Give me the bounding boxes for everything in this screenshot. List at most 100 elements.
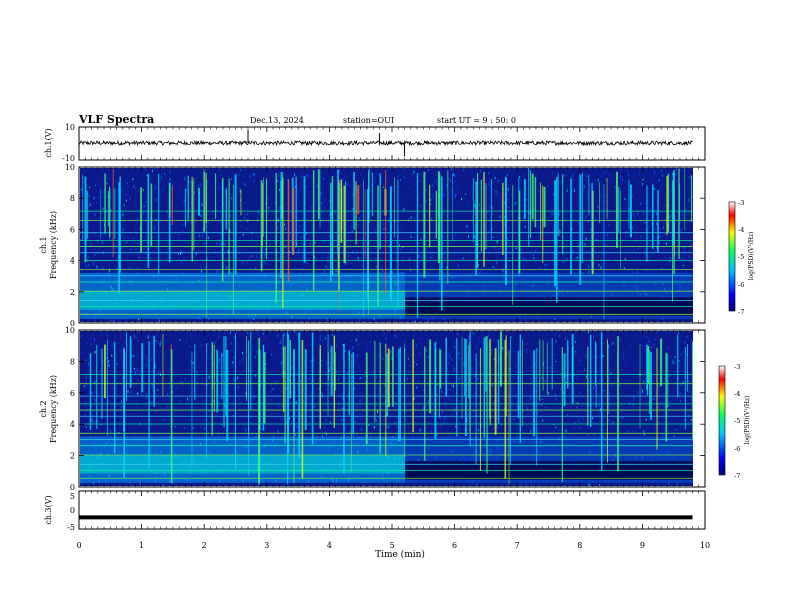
spectrogram-cell [267, 399, 269, 402]
spectrogram-cell [220, 233, 222, 236]
spectrogram-cell [630, 344, 632, 347]
ch1-spectrogram-ylabel-channel: ch.1 [39, 236, 48, 253]
spectrogram-cell [160, 174, 162, 176]
spectrogram-cell [690, 419, 692, 421]
spectrogram-cell [666, 331, 668, 335]
spectrogram-cell [468, 335, 470, 339]
spectrogram-cell [384, 384, 386, 387]
spectrogram-cell [369, 341, 371, 343]
spectrogram-cell [656, 246, 658, 249]
spectrogram-cell [408, 370, 410, 373]
spectrogram-cell [538, 266, 540, 269]
spectrogram-cell [537, 348, 539, 351]
spectrogram-cell [200, 425, 202, 428]
spectrogram-cell [442, 411, 443, 414]
spectrogram-cell [101, 241, 103, 244]
spectrogram-cell [423, 406, 425, 410]
spectrogram-cell [349, 431, 351, 434]
spectrogram-cell [519, 175, 520, 179]
spectrogram-cell [283, 333, 285, 335]
spectrogram-cell [387, 347, 389, 351]
spectrogram-cell [97, 420, 99, 422]
spectrogram-cell [207, 236, 209, 240]
spectrogram-cell [283, 223, 285, 226]
ch1-spectrogram-ytick-label: 4 [70, 257, 75, 266]
spectrogram-cell [88, 264, 90, 267]
spectrogram-cell [403, 321, 405, 322]
spectrogram-cell [322, 220, 324, 223]
spectrogram-cell [415, 344, 417, 347]
spectrogram-cell [671, 258, 673, 260]
spectrogram-cell [354, 421, 356, 424]
spectrogram-cell [650, 206, 652, 209]
spectrogram-cell [523, 265, 525, 268]
spectrogram-cell [499, 215, 501, 218]
spectrogram-cell [176, 193, 178, 196]
spectrogram-cell [155, 200, 157, 202]
ch2-spectrogram-ytick-label: 10 [65, 326, 75, 335]
spectrogram-cell [533, 254, 535, 256]
spectrogram-cell [298, 253, 300, 255]
spectrogram-cell [157, 372, 159, 375]
spectrogram-cell [108, 268, 110, 272]
spectrogram-cell [574, 189, 575, 192]
spectrogram-cell [478, 222, 480, 224]
spectrogram-cell [504, 215, 506, 219]
spectrogram-cell [285, 387, 287, 391]
spectrogram-cell [686, 353, 688, 357]
spectrogram-cell [414, 178, 416, 180]
spectrogram-cell [262, 332, 264, 335]
spectrogram-cell [614, 257, 616, 261]
spectrogram-cell [244, 212, 246, 216]
spectrogram-cell [220, 206, 221, 208]
spectrogram-cell [102, 207, 104, 210]
spectrogram-cell [354, 388, 356, 390]
spectrogram-cell [401, 257, 403, 259]
spectrogram-cell [643, 484, 645, 486]
spectrogram-cell [378, 482, 380, 485]
spectrogram-cell [413, 336, 415, 338]
spectrogram-cell [248, 207, 250, 209]
spectrogram-cell [382, 269, 384, 272]
spectrogram-cell [560, 392, 562, 394]
spectrogram-cell [106, 177, 108, 179]
spectrogram-cell [278, 405, 280, 408]
spectrogram-cell [85, 379, 87, 382]
spectrogram-cell [218, 361, 220, 364]
spectrogram-cell [383, 332, 385, 335]
spectrogram-cell [577, 402, 579, 404]
spectrogram-cell [553, 430, 555, 433]
spectrogram-cell [400, 179, 402, 182]
spectrogram-cell [377, 410, 379, 414]
spectrogram-cell [149, 342, 151, 344]
spectrogram-cell [620, 175, 622, 178]
ch3-ytick-mid: 0 [70, 506, 75, 515]
spectrogram-cell [135, 371, 137, 374]
spectrogram-cell [399, 244, 400, 247]
spectrogram-cell [208, 248, 210, 251]
spectrogram-cell [91, 394, 93, 396]
spectrogram-cell [383, 228, 385, 230]
spectrogram-cell [653, 210, 655, 214]
spectrogram-cell [362, 245, 363, 247]
spectrogram-cell [243, 356, 245, 359]
spectrogram-cell [137, 252, 139, 254]
spectrogram-cell [199, 345, 201, 347]
spectrogram-cell [535, 173, 537, 175]
spectrogram-cell [217, 400, 219, 404]
spectrogram-cell [84, 404, 86, 407]
spectrogram-cell [283, 250, 285, 253]
spectrogram-cell [409, 391, 411, 393]
spectrogram-cell [88, 362, 90, 366]
spectrogram-cell [537, 225, 539, 228]
spectrogram-cell [449, 388, 451, 391]
spectrogram-cell [463, 169, 465, 171]
spectrogram-cell [252, 433, 254, 435]
spectrogram-cell [668, 392, 670, 396]
spectrogram-cell [291, 219, 293, 222]
spectrogram-cell [109, 186, 110, 189]
spectrogram-cell [405, 207, 406, 208]
spectrogram-cell [379, 340, 381, 343]
spectrogram-cell [242, 352, 243, 355]
spectrogram-cell [151, 358, 153, 362]
